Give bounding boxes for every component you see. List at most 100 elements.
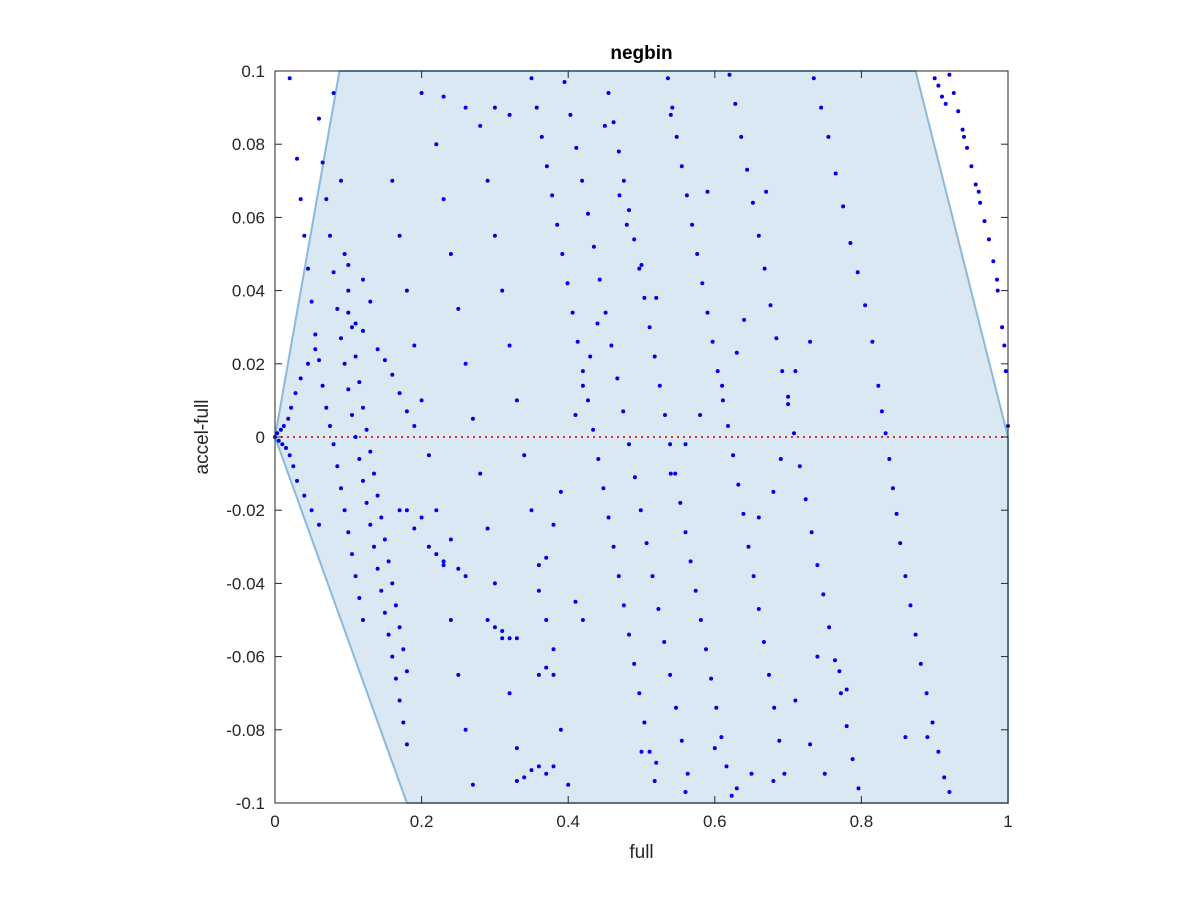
data-point bbox=[586, 211, 590, 216]
data-point bbox=[918, 661, 923, 666]
data-point bbox=[700, 281, 705, 286]
data-point bbox=[595, 321, 600, 326]
data-point bbox=[328, 233, 332, 238]
data-point bbox=[507, 636, 512, 641]
data-point bbox=[856, 786, 861, 791]
data-point bbox=[668, 672, 673, 677]
data-point bbox=[544, 665, 549, 670]
data-point bbox=[685, 771, 690, 776]
data-point bbox=[756, 515, 761, 520]
data-point bbox=[638, 508, 643, 513]
data-point bbox=[295, 156, 299, 161]
data-point bbox=[698, 618, 703, 622]
data-point bbox=[596, 457, 601, 461]
data-point bbox=[729, 793, 734, 798]
data-point bbox=[441, 94, 446, 99]
data-point bbox=[826, 134, 831, 139]
data-point bbox=[390, 581, 395, 586]
data-point bbox=[331, 91, 336, 95]
data-point bbox=[609, 343, 614, 348]
data-point bbox=[815, 563, 820, 568]
data-point bbox=[719, 735, 724, 740]
x-tick-label: 0.2 bbox=[410, 812, 434, 831]
data-point bbox=[534, 105, 539, 110]
data-point bbox=[404, 669, 409, 674]
data-point bbox=[606, 91, 611, 95]
data-point bbox=[761, 640, 766, 644]
data-point bbox=[705, 310, 710, 315]
data-point bbox=[771, 489, 776, 494]
data-point bbox=[924, 691, 929, 696]
data-point bbox=[715, 369, 720, 374]
data-point bbox=[331, 270, 336, 275]
data-point bbox=[683, 442, 688, 447]
data-point bbox=[346, 310, 351, 315]
data-point bbox=[657, 383, 662, 388]
data-point bbox=[844, 724, 849, 729]
data-point bbox=[745, 167, 750, 172]
data-point bbox=[276, 438, 281, 443]
data-point bbox=[492, 105, 497, 110]
data-point bbox=[673, 471, 678, 476]
data-point bbox=[654, 295, 659, 300]
data-point bbox=[386, 632, 391, 637]
data-point bbox=[379, 515, 384, 520]
data-point bbox=[342, 508, 347, 513]
data-point bbox=[302, 493, 307, 498]
data-point bbox=[833, 171, 838, 176]
data-point bbox=[734, 350, 739, 355]
data-point bbox=[551, 647, 556, 652]
data-point bbox=[291, 464, 296, 469]
data-point bbox=[346, 288, 351, 293]
data-point bbox=[656, 607, 661, 611]
data-point bbox=[275, 431, 280, 436]
data-point bbox=[879, 409, 884, 414]
data-point bbox=[313, 332, 318, 337]
data-point bbox=[940, 94, 944, 99]
data-point bbox=[714, 705, 719, 710]
y-tick-label: 0 bbox=[256, 428, 265, 447]
x-axis: 0 0.2 0.4 0.6 0.8 1 bbox=[270, 71, 1013, 831]
data-point bbox=[679, 164, 684, 169]
data-point bbox=[777, 738, 782, 743]
data-point bbox=[808, 339, 813, 344]
data-point bbox=[749, 771, 754, 776]
data-point bbox=[690, 222, 695, 227]
data-point bbox=[382, 358, 387, 363]
data-point bbox=[562, 80, 567, 84]
data-point bbox=[580, 618, 585, 622]
data-point bbox=[978, 200, 983, 205]
data-point bbox=[500, 288, 505, 293]
data-point bbox=[734, 786, 739, 791]
data-point bbox=[841, 204, 846, 209]
data-point bbox=[463, 105, 468, 110]
data-point bbox=[463, 361, 468, 366]
x-tick-label: 0.6 bbox=[703, 812, 727, 831]
y-tick-label: -0.04 bbox=[226, 574, 265, 593]
data-point bbox=[306, 266, 310, 271]
y-tick-label: 0.06 bbox=[232, 208, 265, 227]
data-point bbox=[478, 471, 483, 476]
data-point bbox=[973, 182, 978, 187]
data-point bbox=[357, 380, 362, 385]
data-point bbox=[591, 244, 596, 249]
data-point bbox=[976, 189, 981, 194]
data-point bbox=[412, 343, 417, 348]
data-point bbox=[401, 720, 406, 725]
data-point bbox=[736, 482, 741, 487]
data-point bbox=[644, 541, 649, 546]
data-point bbox=[647, 749, 652, 754]
data-point bbox=[570, 310, 575, 315]
data-point bbox=[364, 427, 369, 432]
data-point bbox=[848, 241, 853, 245]
data-point bbox=[602, 123, 607, 128]
data-point bbox=[555, 222, 560, 227]
data-point bbox=[1003, 369, 1008, 374]
data-point bbox=[573, 599, 578, 604]
data-point bbox=[668, 442, 673, 447]
data-point bbox=[298, 197, 303, 202]
data-point bbox=[361, 405, 365, 410]
data-point bbox=[375, 493, 380, 498]
data-point bbox=[642, 295, 647, 300]
